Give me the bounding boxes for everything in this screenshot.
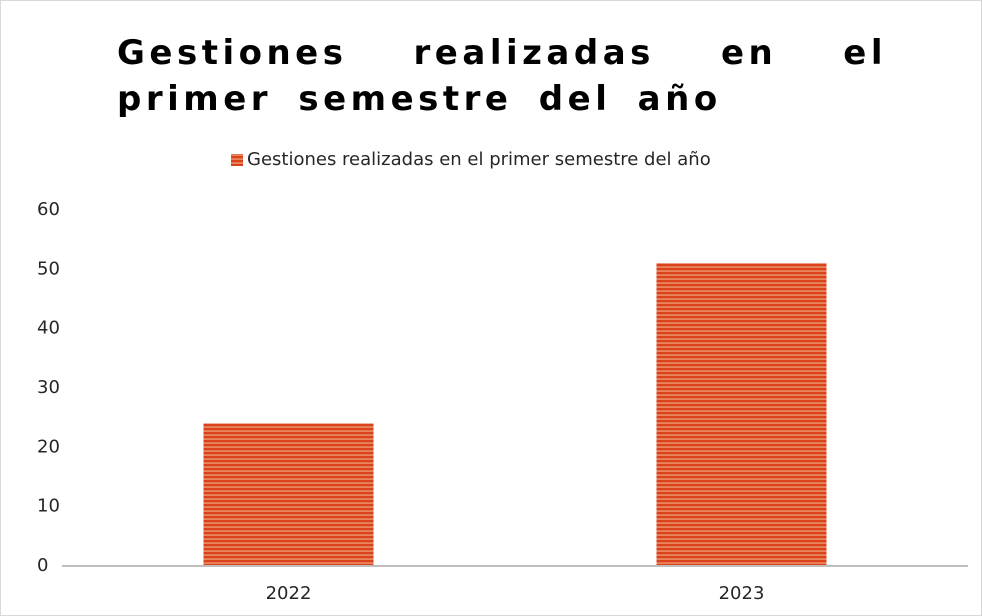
x-tick-label: 2023 [719,583,765,604]
chart-title: Gestiones realizadas en el primer semest… [117,33,887,119]
bar [656,263,827,566]
bar [203,423,374,566]
legend-swatch [231,154,243,166]
y-tick-label: 60 [37,199,60,220]
y-tick-label: 20 [37,436,60,457]
y-tick-label: 0 [37,555,48,576]
y-tick-label: 10 [37,496,60,517]
y-tick-label: 40 [37,318,60,339]
y-tick-label: 30 [37,377,60,398]
legend-label: Gestiones realizadas en el primer semest… [247,149,711,170]
x-tick-label: 2022 [266,583,312,604]
y-tick-label: 50 [37,258,60,279]
